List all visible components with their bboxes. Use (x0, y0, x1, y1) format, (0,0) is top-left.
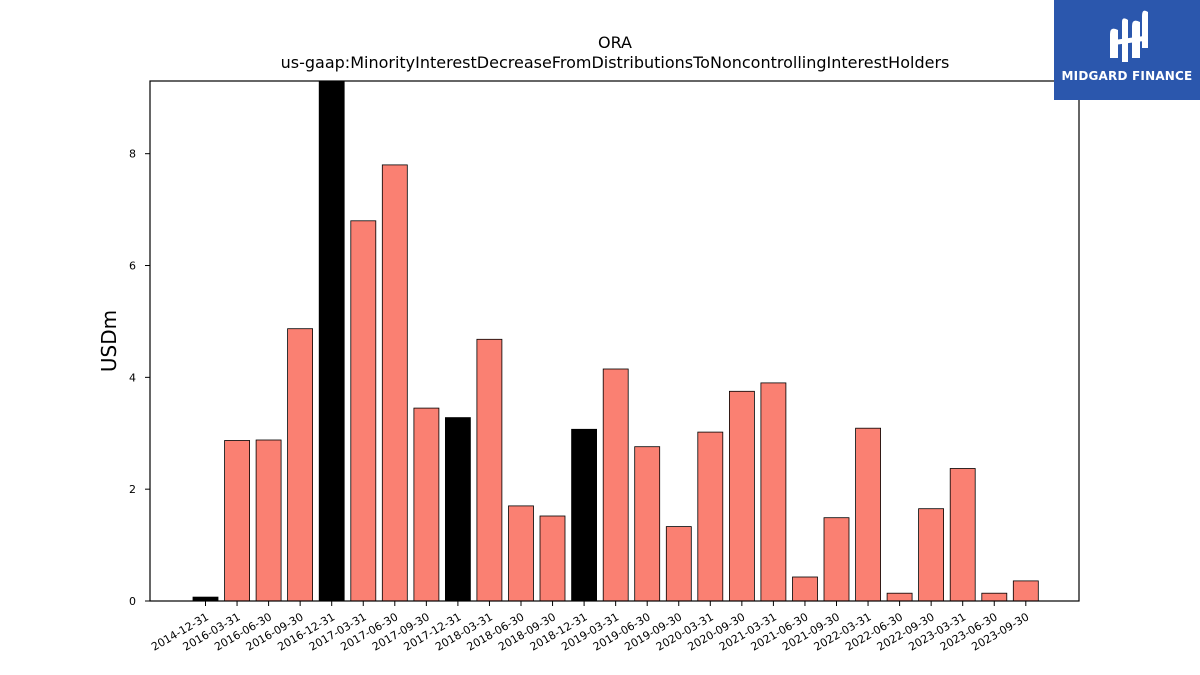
chart-subtitle: us-gaap:MinorityInterestDecreaseFromDist… (281, 53, 950, 72)
bar (697, 431, 724, 602)
bar (224, 440, 251, 602)
bar (729, 390, 755, 602)
bar (476, 338, 503, 602)
y-axis-label: USDm (97, 310, 121, 372)
bar (949, 468, 976, 602)
y-tick-label: 2 (129, 483, 136, 496)
bar (855, 427, 881, 602)
y-tick-label: 8 (129, 148, 136, 161)
bar (255, 439, 282, 602)
bar (539, 515, 566, 602)
y-axis-ticks: 0 2 4 6 8 (129, 148, 150, 608)
y-tick-label: 6 (129, 260, 136, 273)
bar-series (192, 80, 1039, 602)
x-axis-ticks: 2014-12-312016-03-312016-06-302016-09-30… (149, 601, 1031, 654)
chart-title: ORA (598, 33, 632, 52)
bar (444, 417, 471, 602)
bar (287, 328, 314, 602)
bar (886, 592, 913, 602)
midgard-logo-icon (1110, 10, 1148, 62)
bar (634, 446, 661, 602)
bar (602, 368, 629, 602)
bar (318, 80, 345, 602)
bar (665, 526, 692, 602)
bar (918, 508, 944, 602)
bar (381, 164, 408, 602)
y-tick-label: 0 (129, 595, 136, 608)
bar (508, 505, 534, 602)
brand-logo: MIDGARD FINANCE (1054, 0, 1200, 100)
bar (792, 576, 818, 602)
bar (1012, 580, 1039, 602)
bar (823, 517, 850, 602)
bar (350, 220, 377, 602)
bar (760, 382, 787, 602)
y-tick-label: 4 (129, 371, 136, 384)
bar (981, 592, 1008, 602)
brand-name: MIDGARD FINANCE (1061, 69, 1193, 83)
bar (571, 428, 597, 602)
bar (413, 407, 440, 602)
plot-frame (149, 80, 1080, 602)
